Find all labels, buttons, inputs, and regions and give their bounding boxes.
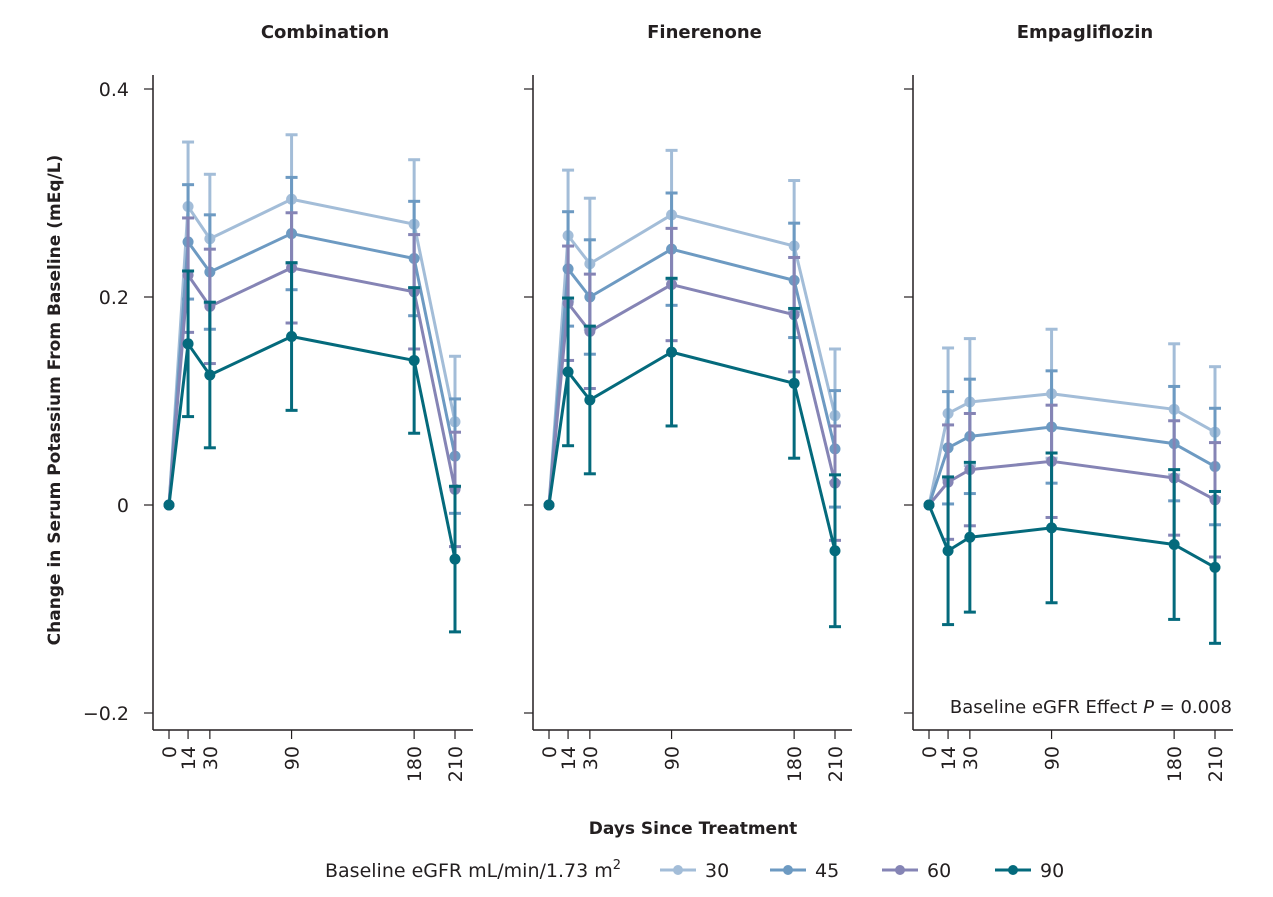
x-axis-title: Days Since Treatment — [589, 819, 798, 839]
data-point — [942, 545, 954, 557]
series-90 — [543, 276, 841, 629]
x-tick-label: 0 — [919, 746, 941, 758]
series-90 — [163, 261, 461, 634]
series-30 — [163, 133, 461, 511]
legend-label: 45 — [815, 860, 839, 882]
legend-entry-45: 45 — [770, 860, 839, 882]
x-tick-label: 14 — [938, 746, 960, 770]
series-line — [547, 247, 837, 506]
legend: Baseline eGFR mL/min/1.73 m2 30 45 60 90 — [325, 858, 1064, 882]
legend-label: 90 — [1040, 860, 1064, 882]
series-line — [167, 232, 457, 506]
series-45 — [923, 369, 1221, 527]
data-point — [788, 377, 800, 389]
legend-swatch-marker — [673, 865, 683, 875]
data-point — [1168, 539, 1180, 551]
x-tick-label: 210 — [445, 746, 467, 782]
data-point — [1046, 522, 1058, 534]
x-tick-label: 90 — [282, 746, 304, 770]
legend-title: Baseline eGFR mL/min/1.73 m2 — [325, 858, 621, 882]
panel-title: Empagliflozin — [1017, 22, 1153, 43]
data-point — [666, 346, 678, 358]
legend-label: 30 — [705, 860, 729, 882]
x-tick-label: 30 — [200, 746, 222, 770]
x-tick-label: 0 — [159, 746, 181, 758]
p-value-annotation: Baseline eGFR Effect P = 0.008 — [950, 697, 1232, 718]
legend-swatch-marker — [783, 865, 793, 875]
y-tick-label: 0.2 — [99, 287, 129, 309]
series-line — [927, 392, 1216, 506]
data-point — [408, 354, 420, 366]
panel-title: Finerenone — [647, 22, 762, 43]
data-point — [562, 366, 574, 378]
legend-swatch-marker — [1008, 865, 1018, 875]
data-point — [1209, 561, 1221, 573]
legend-swatch-marker — [895, 865, 905, 875]
data-point — [584, 394, 596, 406]
y-tick-label: −0.2 — [83, 703, 129, 725]
series-45 — [543, 191, 841, 511]
legend-entry-60: 60 — [882, 860, 951, 882]
x-tick-label: 30 — [960, 746, 982, 770]
x-tick-label: 90 — [662, 746, 684, 770]
data-point — [182, 338, 194, 350]
series-line — [927, 425, 1216, 506]
data-point — [163, 499, 175, 511]
legend-entry-90: 90 — [995, 860, 1064, 882]
legend-entry-30: 30 — [660, 860, 729, 882]
x-tick-label: 90 — [1042, 746, 1064, 770]
x-tick-label: 14 — [178, 746, 200, 770]
data-point — [829, 545, 841, 557]
data-point — [449, 553, 461, 565]
series-line — [927, 504, 1216, 569]
data-point — [923, 499, 935, 511]
y-axis-title: Change in Serum Potassium From Baseline … — [45, 155, 65, 646]
x-tick-label: 0 — [539, 746, 561, 758]
y-tick-label: 0.4 — [99, 79, 129, 101]
series-line — [167, 197, 457, 506]
series-line — [167, 335, 457, 560]
series-line — [547, 213, 837, 506]
series-line — [547, 283, 837, 506]
x-tick-label: 180 — [404, 746, 426, 782]
legend-label: 60 — [927, 860, 951, 882]
panel-title: Combination — [261, 22, 389, 43]
data-point — [286, 331, 298, 343]
x-tick-label: 14 — [558, 746, 580, 770]
data-point — [964, 531, 976, 543]
x-tick-label: 180 — [1164, 746, 1186, 782]
panel-empagliflozin: Empagliflozin 014 30 90 180 210 Baseline eGFR … — [904, 22, 1233, 782]
x-tick-label: 210 — [1205, 746, 1227, 782]
x-tick-label: 210 — [825, 746, 847, 782]
x-tick-label: 180 — [784, 746, 806, 782]
series-line — [547, 350, 837, 552]
data-point — [204, 369, 216, 381]
series-line — [167, 266, 457, 506]
series-90 — [923, 451, 1221, 645]
panel-finerenone: Finerenone 014 30 90 180 210 — [524, 22, 852, 782]
data-point — [543, 499, 555, 511]
x-tick-label: 30 — [580, 746, 602, 770]
y-tick-label: 0 — [117, 495, 129, 517]
